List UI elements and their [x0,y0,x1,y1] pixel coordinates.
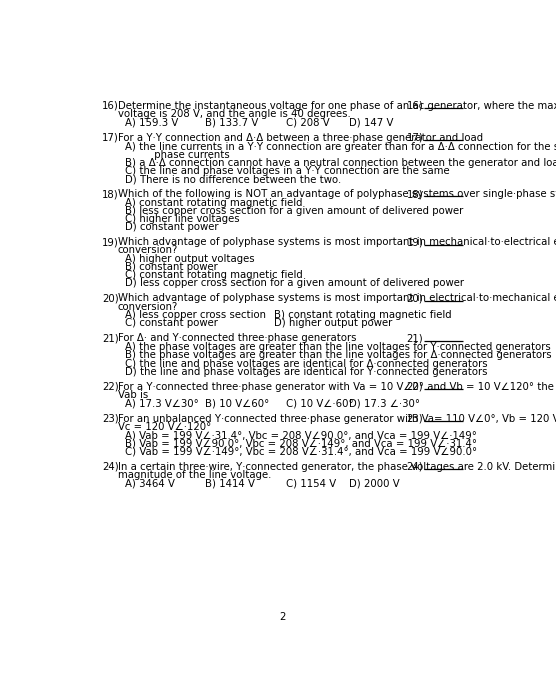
Text: A) Vab = 199 V∠·31.4°, Vbc = 208 V∠90.0°, and Vca = 199 V∠·149°: A) Vab = 199 V∠·31.4°, Vbc = 208 V∠90.0°… [125,430,477,440]
Text: 21): 21) [102,333,119,344]
Text: C) constant rotating magnetic field: C) constant rotating magnetic field [125,270,303,280]
Text: C) the line and phase voltages are identical for Δ·connected generators: C) the line and phase voltages are ident… [125,358,488,368]
Text: B) constant rotating magnetic field: B) constant rotating magnetic field [274,310,451,321]
Text: 22): 22) [406,382,423,391]
Text: A) 159.3 V: A) 159.3 V [125,118,178,128]
Text: D) 147 V: D) 147 V [349,118,393,128]
Text: 17): 17) [102,133,119,143]
Text: C) constant power: C) constant power [125,318,218,328]
Text: 20): 20) [102,293,119,303]
Text: B) constant power: B) constant power [125,262,218,272]
Text: D) higher output power: D) higher output power [274,318,393,328]
Text: C) 208 V: C) 208 V [286,118,329,128]
Text: D) less copper cross section for a given amount of delivered power: D) less copper cross section for a given… [125,279,464,288]
Text: D) There is no difference between the two.: D) There is no difference between the tw… [125,174,341,184]
Text: A) the line currents in a Y·Y connection are greater than for a Δ·Δ connection f: A) the line currents in a Y·Y connection… [125,141,556,152]
Text: B) 1414 V: B) 1414 V [205,479,255,489]
Text: B) 10 V∠60°: B) 10 V∠60° [205,398,269,409]
Text: 16): 16) [406,101,424,111]
Text: A) higher output voltages: A) higher output voltages [125,254,255,264]
Text: C) Vab = 199 V∠·149°, Vbc = 208 V∠·31.4°, and Vca = 199 V∠90.0°: C) Vab = 199 V∠·149°, Vbc = 208 V∠·31.4°… [125,447,478,456]
Text: D) constant power: D) constant power [125,222,219,232]
Text: A) 3464 V: A) 3464 V [125,479,175,489]
Text: 22): 22) [102,382,119,391]
Text: 18): 18) [102,189,119,199]
Text: 16): 16) [102,101,119,111]
Text: D) 2000 V: D) 2000 V [349,479,399,489]
Text: conversion?: conversion? [117,302,178,312]
Text: For a Y·Y connection and Δ·Δ between a three·phase generator and load: For a Y·Y connection and Δ·Δ between a t… [117,133,483,143]
Text: B) less copper cross section for a given amount of delivered power: B) less copper cross section for a given… [125,206,464,216]
Text: B) Vab = 199 V∠90.0°, Vbc = 208 V∠·149°, and Vca = 199 V∠·31.4°: B) Vab = 199 V∠90.0°, Vbc = 208 V∠·149°,… [125,439,477,449]
Text: D) 17.3 ∠·30°: D) 17.3 ∠·30° [349,398,419,409]
Text: For an unbalanced Y·connected three·phase generator with Va= 110 V∠0°, Vb = 120 : For an unbalanced Y·connected three·phas… [117,414,556,424]
Text: voltage is 208 V, and the angle is 40 degrees.: voltage is 208 V, and the angle is 40 de… [117,109,350,119]
Text: phase currents: phase currents [125,150,230,160]
Text: B) a Δ·Δ connection cannot have a neutral connection between the generator and l: B) a Δ·Δ connection cannot have a neutra… [125,158,556,168]
Text: For Δ· and Y·connected three·phase generators: For Δ· and Y·connected three·phase gener… [117,333,356,344]
Text: C) the line and phase voltages in a Y·Y connection are the same: C) the line and phase voltages in a Y·Y … [125,166,450,176]
Text: Vab is: Vab is [117,390,148,400]
Text: A) constant rotating magnetic field: A) constant rotating magnetic field [125,198,303,208]
Text: B) 133.7 V: B) 133.7 V [205,118,259,128]
Text: 18): 18) [406,189,423,199]
Text: D) the line and phase voltages are identical for Y·connected generators: D) the line and phase voltages are ident… [125,367,488,377]
Text: 17): 17) [406,133,424,143]
Text: B) the phase voltages are greater than the line voltages for Δ·connected generat: B) the phase voltages are greater than t… [125,351,552,360]
Text: magnitude of the line voltage.: magnitude of the line voltage. [117,470,271,480]
Text: A) less copper cross section: A) less copper cross section [125,310,266,321]
Text: 24): 24) [406,462,423,472]
Text: In a certain three·wire, Y·connected generator, the phase voltages are 2.0 kV. D: In a certain three·wire, Y·connected gen… [117,462,556,472]
Text: A) 17.3 V∠30°: A) 17.3 V∠30° [125,398,199,409]
Text: Which advantage of polyphase systems is most important in mechanical·to·electric: Which advantage of polyphase systems is … [117,237,556,247]
Text: 2: 2 [279,612,285,622]
Text: 19): 19) [406,237,424,247]
Text: 24): 24) [102,462,119,472]
Text: A) the phase voltages are greater than the line voltages for Y·connected generat: A) the phase voltages are greater than t… [125,342,551,352]
Text: 20): 20) [406,293,423,303]
Text: conversion?: conversion? [117,245,178,255]
Text: 23): 23) [406,414,423,424]
Text: C) 10 V∠·60°: C) 10 V∠·60° [286,398,354,409]
Text: 19): 19) [102,237,119,247]
Text: C) higher line voltages: C) higher line voltages [125,214,240,224]
Text: Which advantage of polyphase systems is most important in electrical·to·mechanic: Which advantage of polyphase systems is … [117,293,556,303]
Text: C) 1154 V: C) 1154 V [286,479,336,489]
Text: 23): 23) [102,414,119,424]
Text: Vc = 120 V∠·120°: Vc = 120 V∠·120° [117,421,211,432]
Text: 21): 21) [406,333,423,344]
Text: Determine the instantaneous voltage for one phase of an ac generator, where the : Determine the instantaneous voltage for … [117,101,556,111]
Text: Which of the following is NOT an advantage of polyphase systems over single·phas: Which of the following is NOT an advanta… [117,189,556,199]
Text: For a Y·connected three·phase generator with Va = 10 V∠0° and Vb = 10 V∠120° the: For a Y·connected three·phase generator … [117,382,556,391]
